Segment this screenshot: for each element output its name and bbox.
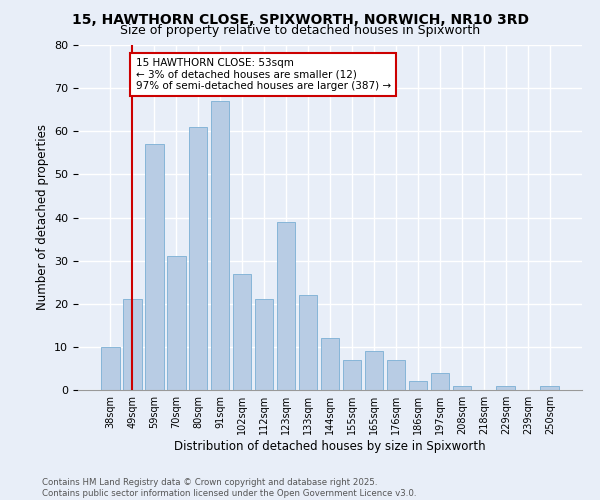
Bar — [320, 338, 340, 390]
Bar — [123, 300, 142, 390]
Bar — [299, 295, 317, 390]
Bar — [145, 144, 164, 390]
Bar — [255, 300, 274, 390]
Bar — [343, 360, 361, 390]
Bar — [211, 101, 229, 390]
Bar — [277, 222, 295, 390]
Text: 15 HAWTHORN CLOSE: 53sqm
← 3% of detached houses are smaller (12)
97% of semi-de: 15 HAWTHORN CLOSE: 53sqm ← 3% of detache… — [136, 58, 391, 91]
Bar — [541, 386, 559, 390]
Bar — [386, 360, 405, 390]
Bar — [496, 386, 515, 390]
Text: 15, HAWTHORN CLOSE, SPIXWORTH, NORWICH, NR10 3RD: 15, HAWTHORN CLOSE, SPIXWORTH, NORWICH, … — [71, 12, 529, 26]
Bar — [431, 373, 449, 390]
Bar — [365, 351, 383, 390]
Bar — [167, 256, 185, 390]
Bar — [233, 274, 251, 390]
Text: Size of property relative to detached houses in Spixworth: Size of property relative to detached ho… — [120, 24, 480, 37]
X-axis label: Distribution of detached houses by size in Spixworth: Distribution of detached houses by size … — [174, 440, 486, 453]
Text: Contains HM Land Registry data © Crown copyright and database right 2025.
Contai: Contains HM Land Registry data © Crown c… — [42, 478, 416, 498]
Bar — [452, 386, 471, 390]
Bar — [101, 347, 119, 390]
Bar — [189, 127, 208, 390]
Y-axis label: Number of detached properties: Number of detached properties — [35, 124, 49, 310]
Bar — [409, 382, 427, 390]
